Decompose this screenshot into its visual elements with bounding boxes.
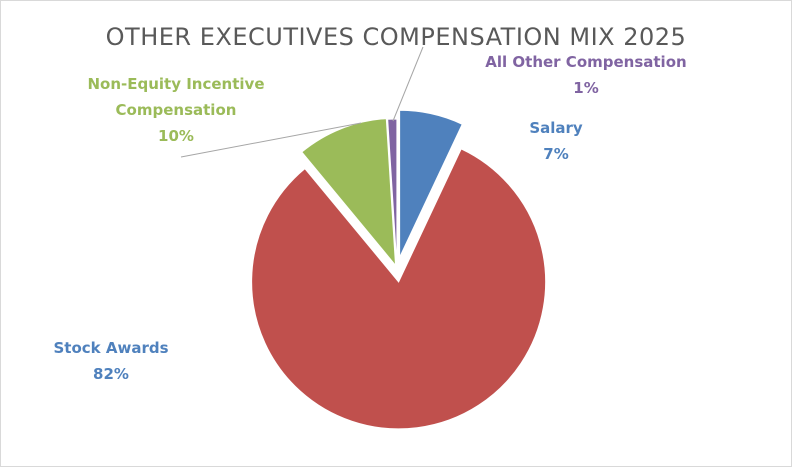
slice-value: 10%	[158, 127, 194, 145]
slice-name: Salary	[529, 119, 583, 137]
data-label-box: Non-Equity Incentive Compensation 10%	[61, 71, 291, 149]
data-label-box: All Other Compensation 1%	[471, 49, 701, 101]
slice-value: 1%	[573, 79, 599, 97]
pie-slice	[301, 118, 397, 267]
pie-slice	[387, 118, 398, 267]
slice-value: 7%	[543, 145, 569, 163]
slice-name: All Other Compensation	[485, 53, 687, 71]
pie-slice	[251, 148, 547, 430]
leader-line	[180, 122, 362, 158]
data-label-box: Salary 7%	[501, 115, 611, 167]
slice-value: 82%	[93, 365, 129, 383]
pie-slice	[399, 109, 463, 258]
leader-line	[392, 46, 424, 122]
chart-title: OTHER EXECUTIVES COMPENSATION MIX 2025	[105, 23, 687, 51]
slice-name: Non-Equity Incentive Compensation	[87, 75, 265, 119]
slice-name: Stock Awards	[53, 339, 169, 357]
data-label-box: Stock Awards 82%	[41, 335, 181, 387]
